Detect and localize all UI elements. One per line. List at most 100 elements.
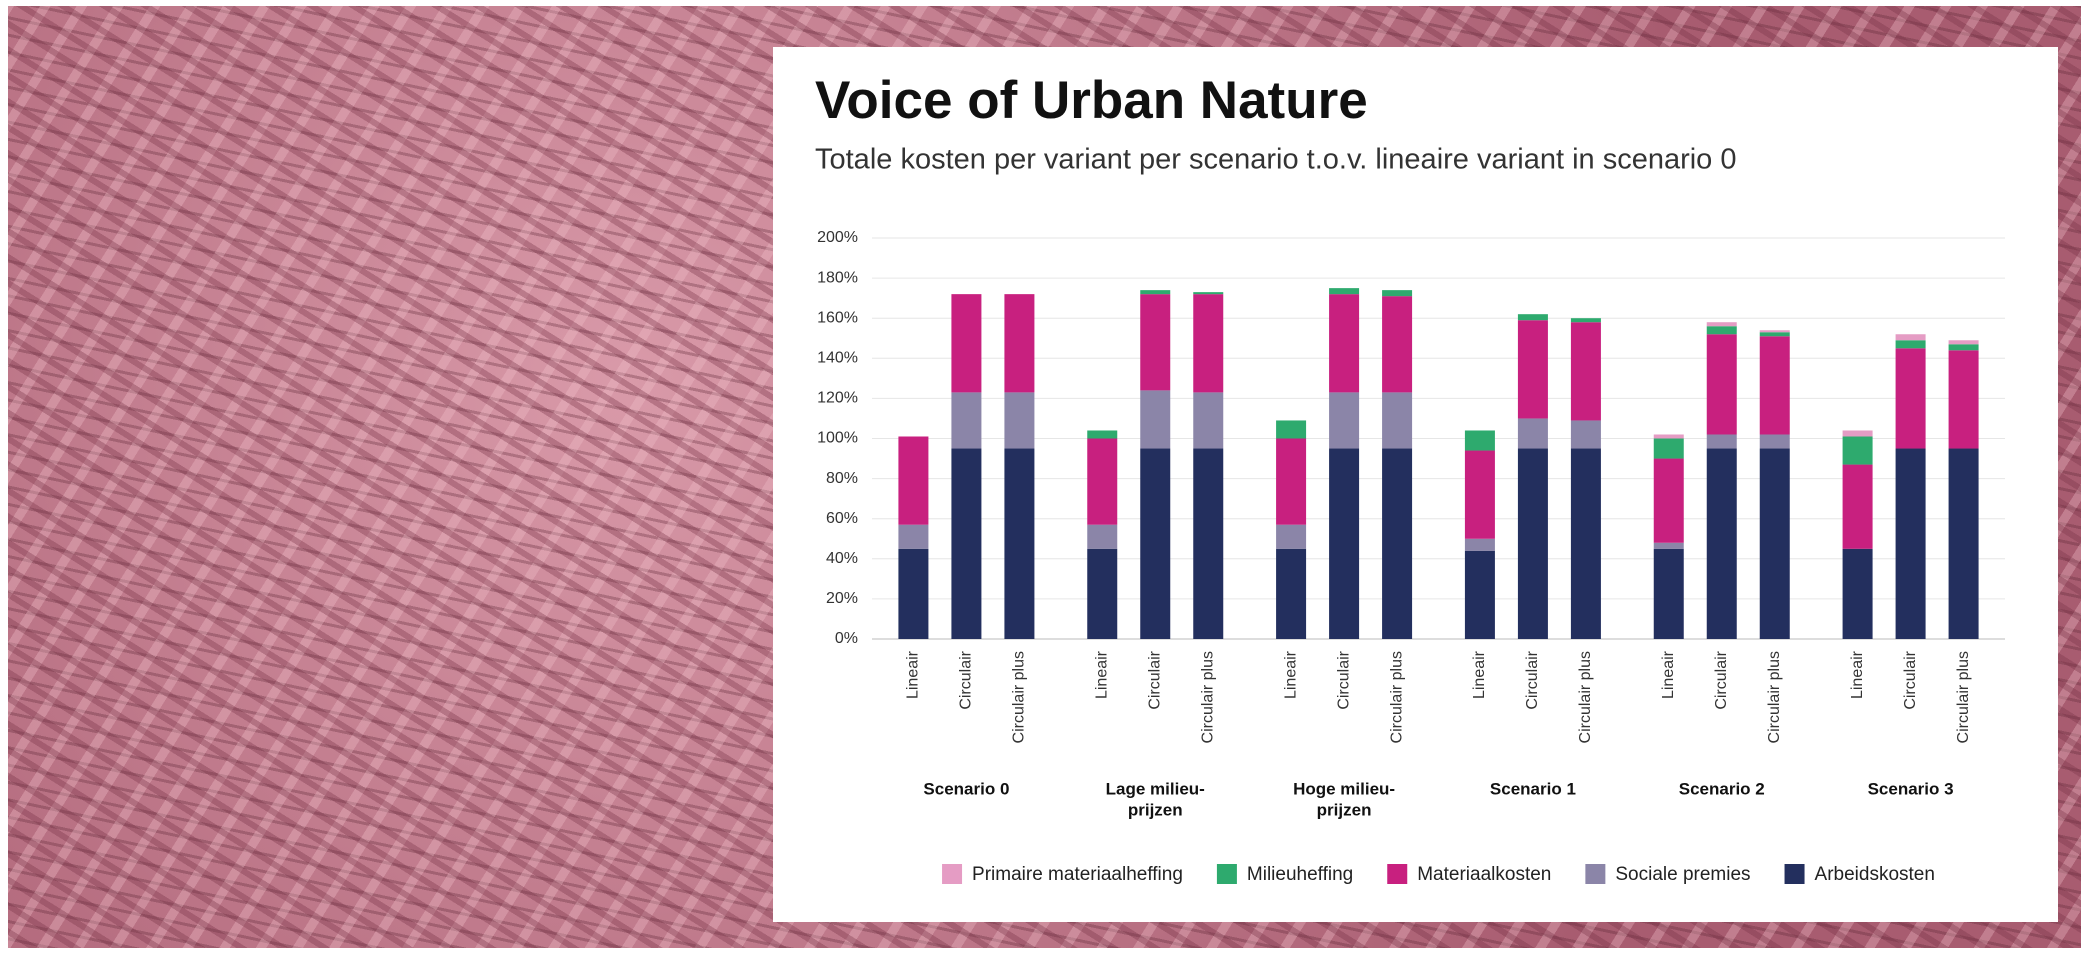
bar-segment (1571, 318, 1601, 322)
bar-segment (1571, 420, 1601, 448)
bar-segment (1707, 449, 1737, 639)
x-tick-label: Circulair plus (1955, 651, 1972, 743)
bar-segment (1329, 288, 1359, 294)
bar-segment (1949, 449, 1979, 639)
y-tick-label: 40% (826, 550, 858, 567)
legend-swatch (1387, 864, 1407, 884)
bar-segment (1382, 449, 1412, 639)
bar-segment (1004, 392, 1034, 448)
bar-segment (1276, 420, 1306, 438)
y-tick-label: 140% (817, 350, 858, 367)
legend-swatch (942, 864, 962, 884)
bar-segment (1843, 436, 1873, 464)
y-tick-label: 60% (826, 510, 858, 527)
bar-segment (1571, 322, 1601, 420)
bar-segment (1276, 549, 1306, 639)
bar-segment (1004, 294, 1034, 392)
bar-segment (1087, 525, 1117, 549)
bar-segment (1843, 465, 1873, 549)
group-label: Hoge milieu- (1293, 779, 1395, 798)
bar-segment (1896, 449, 1926, 639)
bar-segment (1465, 551, 1495, 639)
bar-segment (1276, 439, 1306, 525)
legend-label: Sociale premies (1615, 864, 1750, 885)
group-label: Lage milieu- (1106, 779, 1205, 798)
bar-segment (1329, 392, 1359, 448)
bar-segment (1571, 449, 1601, 639)
y-tick-label: 20% (826, 590, 858, 607)
bar-segment (1896, 340, 1926, 348)
bar-segment (898, 436, 928, 524)
y-tick-label: 100% (817, 430, 858, 447)
bar-segment (1654, 434, 1684, 438)
group-label: Scenario 2 (1679, 779, 1765, 798)
x-tick-label: Lineair (1471, 650, 1488, 699)
bar-segment (1329, 449, 1359, 639)
chart: Voice of Urban Nature Totale kosten per … (0, 0, 2089, 956)
group-label: prijzen (1317, 800, 1372, 819)
bar-segment (1465, 451, 1495, 539)
bar-segment (1140, 449, 1170, 639)
bar-segment (1193, 292, 1223, 294)
x-tick-label: Lineair (1282, 650, 1299, 699)
y-tick-label: 180% (817, 269, 858, 286)
chart-title: Voice of Urban Nature (815, 71, 1368, 130)
bar-segment (1004, 449, 1034, 639)
legend-label: Arbeidskosten (1815, 864, 1935, 885)
bar-segment (1518, 314, 1548, 320)
bar-segment (1087, 549, 1117, 639)
bar-segment (1654, 549, 1684, 639)
bar-segment (1949, 350, 1979, 448)
y-tick-label: 0% (835, 630, 858, 647)
bar-segment (951, 392, 981, 448)
bar-segment (951, 449, 981, 639)
bar-segment (1707, 434, 1737, 448)
chart-subtitle: Totale kosten per variant per scenario t… (815, 144, 1737, 176)
bar-segment (1760, 434, 1790, 448)
bar-segment (1843, 549, 1873, 639)
x-tick-label: Circulair (1902, 650, 1919, 709)
x-tick-label: Circulair (1524, 650, 1541, 709)
x-tick-label: Circulair plus (1011, 651, 1028, 743)
y-tick-label: 80% (826, 470, 858, 487)
x-tick-label: Lineair (1660, 650, 1677, 699)
y-tick-label: 200% (817, 229, 858, 246)
bar-segment (1465, 430, 1495, 450)
page: Voice of Urban Nature Totale kosten per … (0, 0, 2089, 956)
group-label: prijzen (1128, 800, 1183, 819)
bar-segment (1654, 543, 1684, 549)
group-label: Scenario 0 (923, 779, 1009, 798)
bar-segment (1329, 294, 1359, 392)
x-tick-label: Circulair plus (1199, 651, 1216, 743)
bar-segment (1707, 326, 1737, 334)
bar-segment (1140, 294, 1170, 390)
x-tick-label: Lineair (1849, 650, 1866, 699)
x-tick-label: Circulair plus (1577, 651, 1594, 743)
bar-segment (1760, 449, 1790, 639)
bar-segment (1518, 449, 1548, 639)
y-tick-label: 120% (817, 390, 858, 407)
bar-segment (1193, 392, 1223, 448)
bar-segment (1087, 430, 1117, 438)
legend-label: Milieuheffing (1247, 864, 1353, 885)
bar-segment (1518, 418, 1548, 448)
legend-label: Primaire materiaalheffing (972, 864, 1183, 885)
bar-segment (898, 549, 928, 639)
bar-segment (1654, 439, 1684, 459)
bar-segment (1382, 392, 1412, 448)
x-tick-label: Circulair (1713, 650, 1730, 709)
bar-segment (1707, 334, 1737, 434)
legend-label: Materiaalkosten (1417, 864, 1551, 885)
bar-segment (1949, 344, 1979, 350)
bar-segment (1276, 525, 1306, 549)
bar-segment (1760, 330, 1790, 332)
legend-swatch (1217, 864, 1237, 884)
bar-segment (1140, 290, 1170, 294)
bar-segment (1382, 296, 1412, 392)
bar-segment (951, 294, 981, 392)
bar-segment (1654, 459, 1684, 543)
bar-segment (1896, 348, 1926, 448)
bar-segment (1087, 439, 1117, 525)
bar-segment (1193, 449, 1223, 639)
bar-segment (898, 525, 928, 549)
